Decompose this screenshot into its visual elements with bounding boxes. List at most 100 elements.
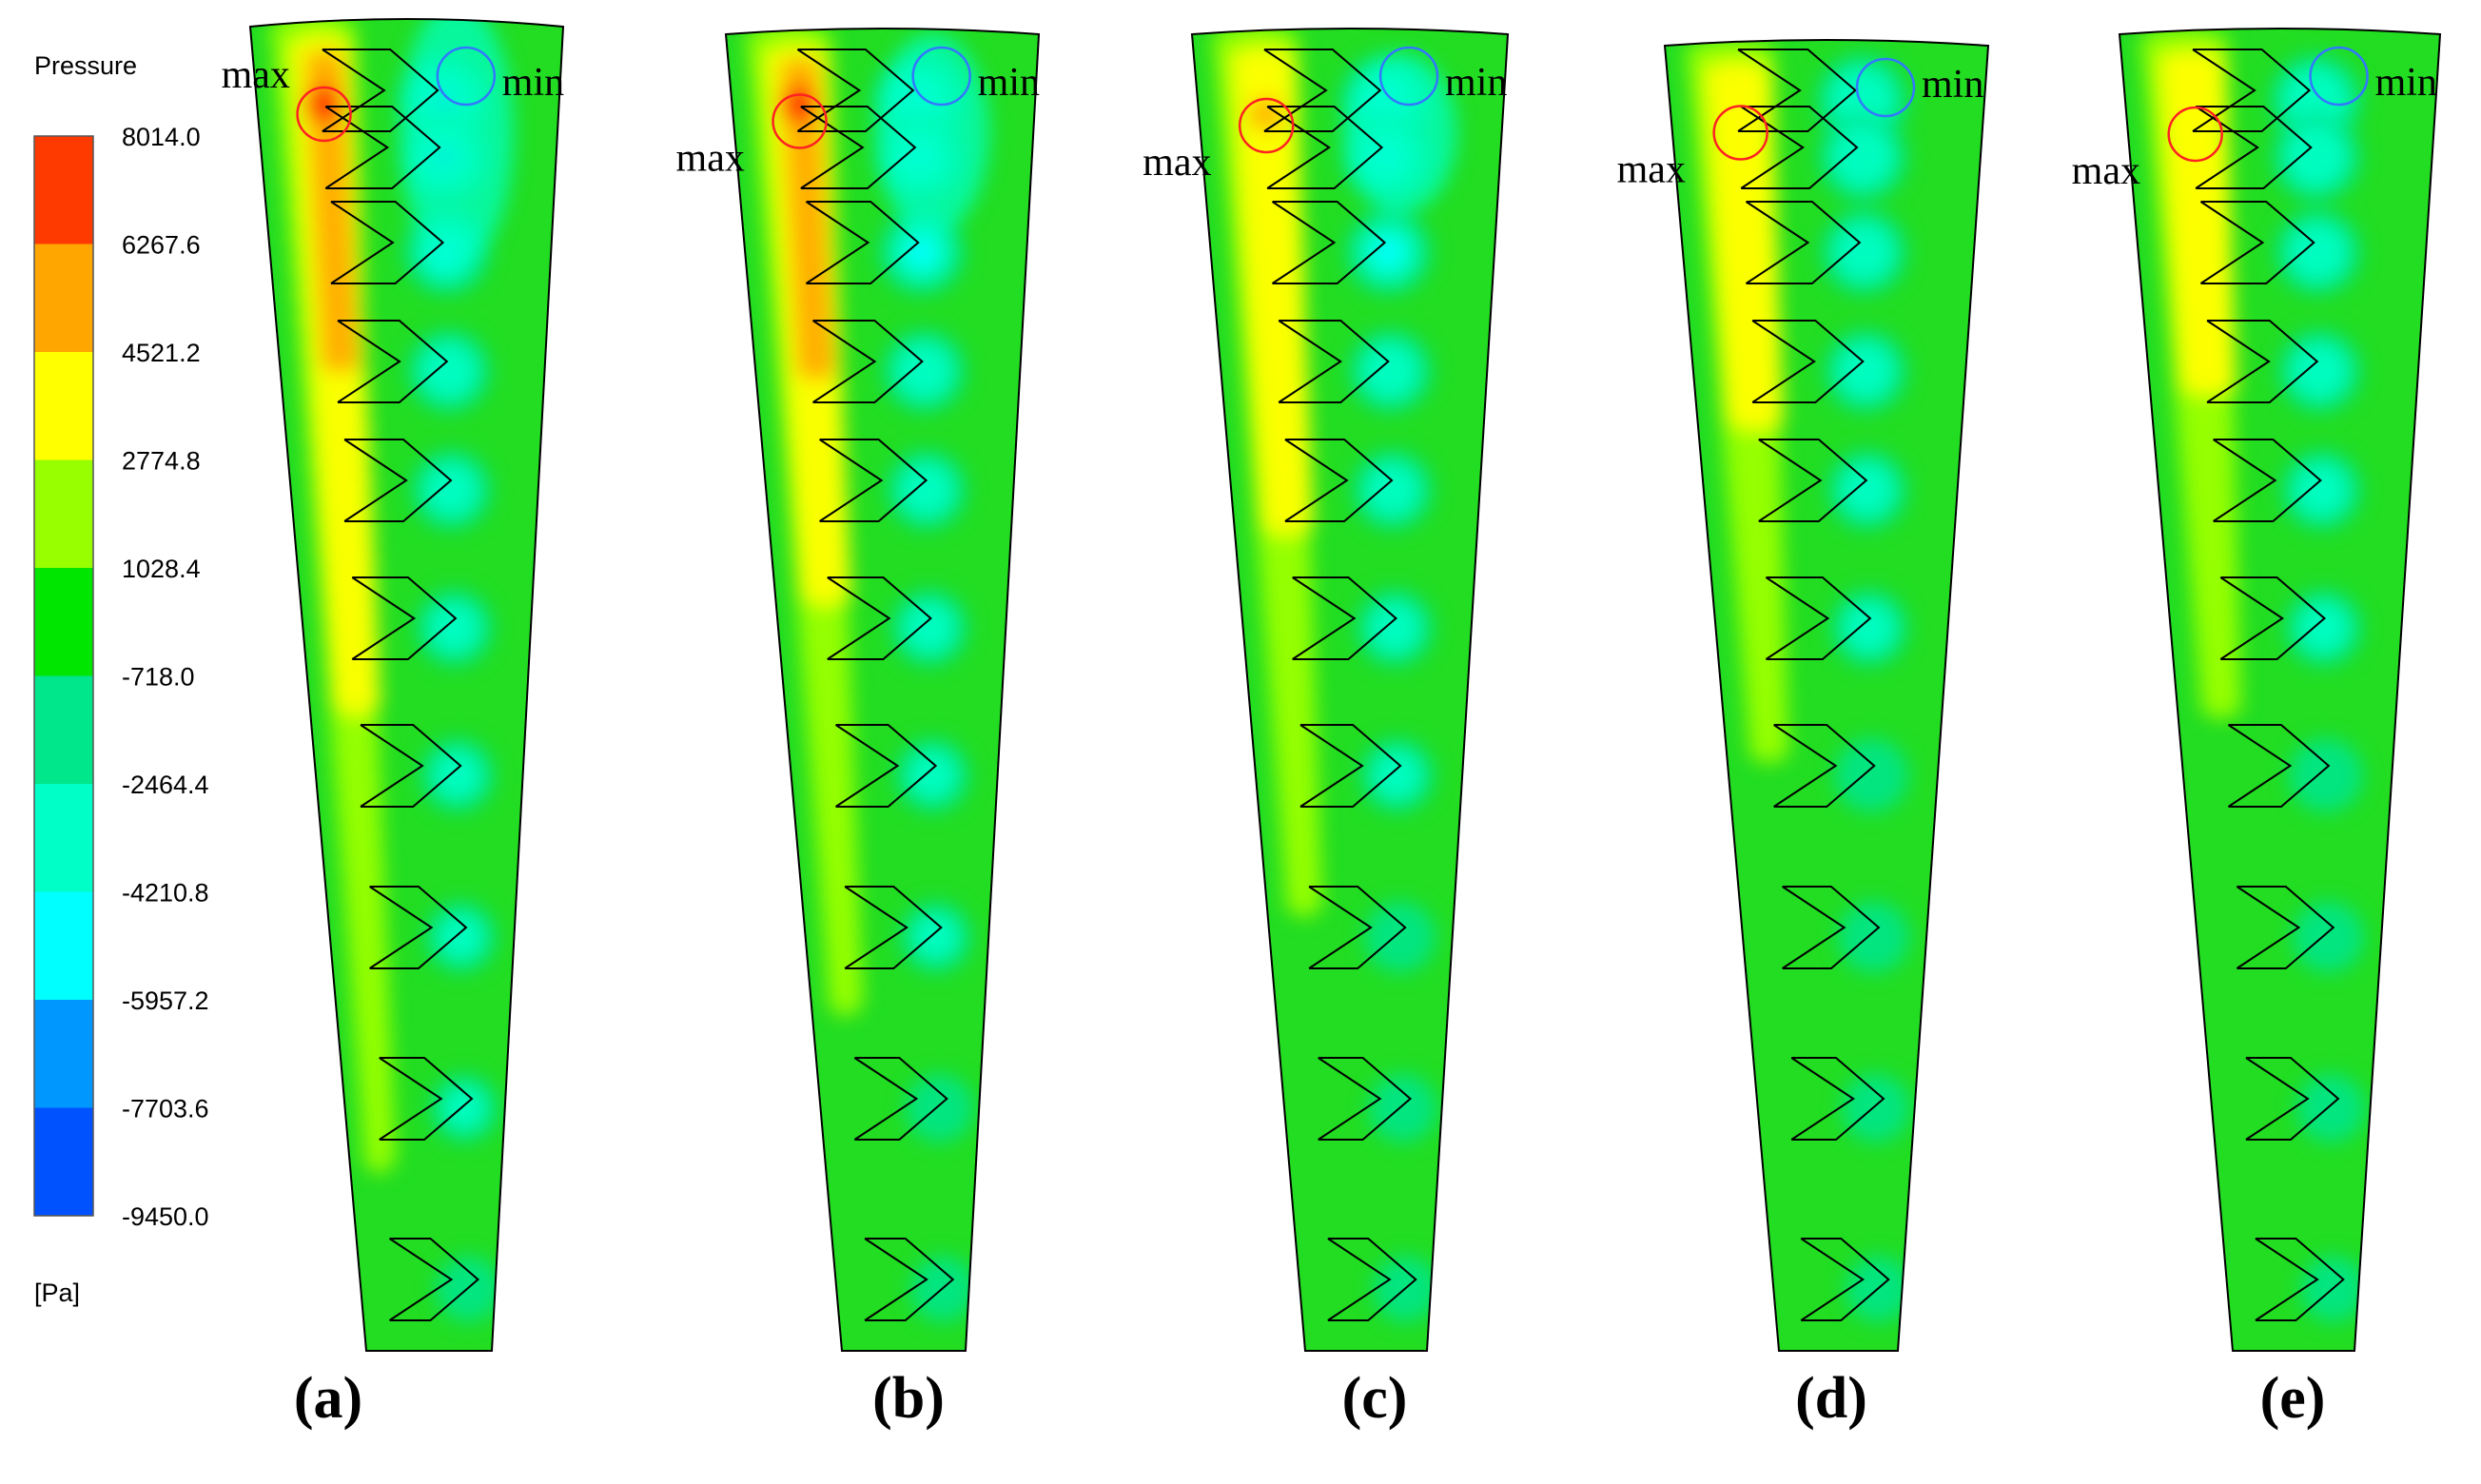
contour-panel: max min (a) [222, 18, 565, 1431]
max-label: max [676, 137, 745, 181]
contour-panel: max min (b) [676, 28, 1041, 1431]
chevron-outline [337, 320, 449, 403]
max-marker [772, 93, 828, 149]
chevron-outline [2195, 106, 2313, 189]
legend-colorbar-frame [33, 135, 94, 1217]
chevron-outline [1765, 576, 1872, 660]
chevron-outline [369, 886, 468, 969]
chevron-outline [1284, 439, 1394, 522]
panel-label: (b) [872, 1366, 945, 1431]
chevron-outline [1278, 320, 1390, 403]
legend-title: Pressure [34, 51, 137, 80]
chevron-outline [2245, 1057, 2340, 1141]
contour-panel: max min (d) [1617, 39, 1990, 1431]
legend-swatch [34, 1000, 93, 1108]
chevron-outline [2227, 724, 2331, 808]
min-marker [1855, 57, 1916, 118]
pressure-field [1665, 40, 1988, 1351]
contour-panel: max min (e) [2072, 28, 2442, 1431]
chevron-outline [1751, 320, 1865, 403]
min-label: min [2375, 61, 2437, 105]
legend-colorbar [33, 135, 94, 1217]
legend-tick-label: 2774.8 [122, 447, 201, 476]
legend-tick-labels: 8014.0 6267.6 4521.2 2774.8 1028.4 -718.0 -246… [122, 123, 209, 1231]
min-label: min [502, 61, 564, 105]
chevron-outlines [322, 49, 479, 1321]
chevron-outline [2206, 320, 2319, 403]
min-label: min [978, 61, 1040, 105]
chevron-outline [379, 1057, 474, 1141]
chevron-outline [2255, 1238, 2345, 1321]
chevron-outline [1790, 1057, 1885, 1141]
chevron-outline [1740, 106, 1859, 189]
domain-boundary [2118, 28, 2442, 1352]
domain-boundary [1663, 39, 1990, 1352]
chevron-outlines [1737, 49, 1890, 1321]
chevron-outline [2199, 201, 2315, 284]
chevron-outline [2219, 576, 2327, 660]
chevron-outline [1782, 886, 1881, 969]
chevron-outlines [796, 49, 955, 1321]
chevron-outlines [1263, 49, 1417, 1321]
chevron-outlines [2192, 49, 2345, 1321]
pressure-field [1192, 29, 1508, 1351]
chevron-outline [1292, 576, 1397, 660]
max-label: max [2072, 149, 2140, 193]
chevron-outline [805, 201, 920, 284]
field-background [726, 29, 1039, 1351]
legend-swatch [34, 1107, 93, 1217]
legend-swatch [34, 352, 93, 460]
min-marker [1378, 46, 1439, 107]
legend-tick-label: 6267.6 [122, 231, 201, 260]
max-marker [296, 86, 352, 143]
contour-panel: max min (c) [1143, 28, 1510, 1431]
legend-swatch [34, 891, 93, 1001]
chevron-outline [1773, 724, 1876, 808]
domain-boundary [248, 18, 565, 1352]
chevron-outline [811, 320, 924, 403]
panel-label: (c) [1342, 1366, 1408, 1431]
chevron-outline [1745, 201, 1862, 284]
pressure-field [726, 29, 1039, 1351]
legend-swatch [34, 675, 93, 785]
chevron-outline [343, 439, 453, 522]
chevron-outline [2213, 439, 2322, 522]
max-label: max [1143, 141, 1211, 185]
chevron-outline [330, 201, 445, 284]
legend-tick-label: -2464.4 [122, 771, 209, 799]
panel-label: (a) [294, 1366, 362, 1431]
legend-swatch [34, 568, 93, 676]
legend-tick-label: -7703.6 [122, 1095, 209, 1123]
chevron-outline [351, 576, 458, 660]
chevron-outline [864, 1238, 955, 1321]
legend-swatch [34, 784, 93, 892]
chevron-outline [827, 576, 932, 660]
chevron-outline [835, 724, 938, 808]
chevron-outline [2236, 886, 2335, 969]
legend-swatch [34, 244, 93, 353]
chevron-outline [1308, 886, 1407, 969]
legend-swatch [34, 136, 93, 244]
chevron-outline [1299, 724, 1402, 808]
chevron-outline [1800, 1238, 1890, 1321]
panel-label: (e) [2260, 1366, 2326, 1431]
domain-boundary [1190, 28, 1510, 1352]
domain-boundary [724, 28, 1041, 1352]
legend-tick-label: -9450.0 [122, 1202, 209, 1231]
panel-label: (d) [1795, 1366, 1867, 1431]
chevron-outline [1327, 1238, 1417, 1321]
chevron-outline [819, 439, 928, 522]
pressure-legend: Pressure 8014.0 6267.6 4521.2 2774.8 1028.4 -… [33, 51, 209, 1307]
field-background [1665, 40, 1988, 1351]
min-label: min [1922, 63, 1983, 107]
min-marker [911, 46, 971, 107]
chevron-outline [800, 106, 917, 189]
max-label: max [1617, 148, 1686, 192]
max-label: max [222, 53, 290, 97]
field-background [250, 19, 563, 1351]
chevron-outline [1271, 201, 1387, 284]
field-background [1192, 29, 1508, 1351]
max-marker [2167, 106, 2223, 163]
legend-tick-label: -4210.8 [122, 879, 209, 908]
